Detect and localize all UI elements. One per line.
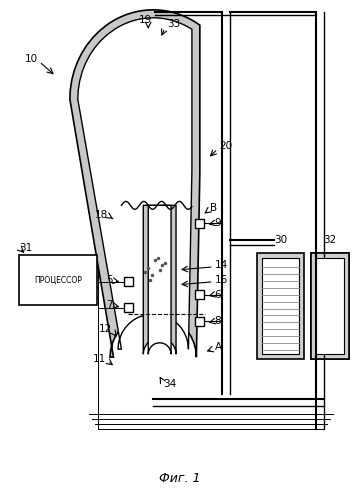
Bar [124, 303, 133, 312]
Text: A: A [215, 342, 222, 352]
Text: 18: 18 [95, 210, 109, 220]
Text: 20: 20 [220, 141, 233, 151]
Text: 11: 11 [92, 354, 105, 364]
PathPatch shape [143, 206, 176, 354]
Text: 34: 34 [163, 379, 176, 389]
Text: 31: 31 [19, 243, 32, 253]
Text: 10: 10 [24, 54, 38, 64]
Bar [311, 253, 349, 359]
Text: 19: 19 [139, 15, 152, 25]
Bar [124, 277, 133, 286]
Text: 30: 30 [274, 235, 287, 245]
Text: 12: 12 [99, 324, 113, 334]
Bar [316, 258, 344, 354]
PathPatch shape [70, 10, 200, 357]
Bar [262, 258, 299, 354]
Text: B: B [210, 203, 217, 213]
Text: Фиг. 1: Фиг. 1 [159, 472, 201, 485]
PathPatch shape [78, 18, 192, 349]
Text: 16: 16 [215, 275, 228, 285]
Text: 7: 7 [106, 299, 113, 309]
Text: 32: 32 [323, 235, 337, 245]
Text: 6: 6 [215, 289, 221, 299]
Bar [195, 290, 204, 299]
Text: 8: 8 [215, 316, 221, 326]
Text: 9: 9 [215, 218, 221, 228]
PathPatch shape [148, 206, 171, 354]
Bar [257, 253, 304, 359]
Text: 14: 14 [215, 260, 228, 270]
Bar [19, 255, 96, 304]
Bar [195, 219, 204, 228]
Bar [195, 317, 204, 326]
Text: 33: 33 [167, 19, 180, 29]
Text: 5: 5 [106, 275, 113, 285]
Text: ПРОЦЕССОР: ПРОЦЕССОР [34, 275, 82, 284]
